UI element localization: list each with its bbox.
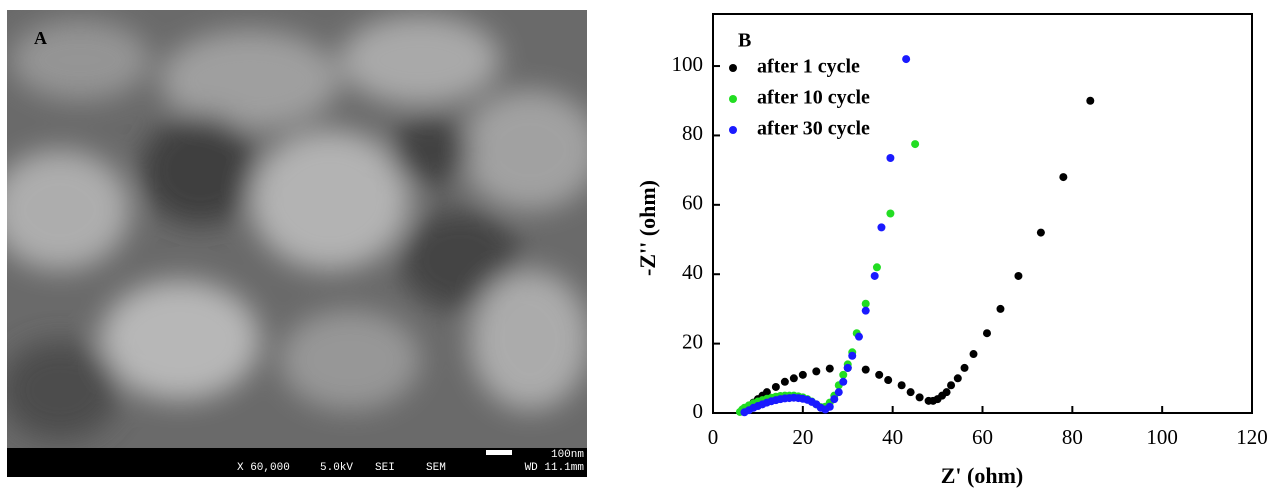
point [911,140,920,149]
y-tick-label: 0 [693,399,704,423]
y-axis-label: -Z'' (ohm) [635,180,660,276]
x-tick-label: 60 [972,425,993,449]
point [854,332,863,341]
point [861,365,870,374]
point [982,329,991,338]
x-tick-label: 80 [1062,425,1083,449]
point [789,374,798,383]
x-tick-label: 120 [1236,425,1268,449]
point [848,351,857,360]
scale-bar [486,450,512,455]
point [872,263,881,272]
point [1014,271,1023,280]
point [771,382,780,391]
point [780,377,789,386]
sem-info: 5.0kV [320,462,353,474]
point [812,367,821,376]
point [969,350,978,359]
legend-label: after 30 cycle [757,118,870,140]
point [870,271,879,280]
y-tick-label: 80 [682,121,703,145]
point [884,376,893,385]
point [996,304,1005,313]
point [906,388,915,397]
y-tick-label: 40 [682,260,703,284]
sem-info: X 60,000 [237,462,290,474]
point [886,153,895,162]
sem-image [7,10,587,448]
x-tick-label: 40 [882,425,903,449]
point [915,393,924,402]
point [1086,96,1095,105]
point [834,388,843,397]
point [830,395,839,404]
point [843,363,852,372]
point [798,370,807,379]
point [877,223,886,232]
point [1059,173,1068,182]
point [861,299,870,308]
legend-marker [729,64,737,72]
point [762,388,771,397]
y-tick-label: 100 [672,52,704,76]
point [960,363,969,372]
x-axis-label: Z' (ohm) [941,463,1024,488]
point [947,381,956,390]
scale-label: 100nm [551,449,584,461]
legend-marker [729,126,737,134]
panel-label: B [738,30,751,52]
point [825,364,834,373]
point [875,370,884,379]
x-tick-label: 100 [1146,425,1178,449]
point [886,209,895,218]
legend-label: after 1 cycle [757,56,860,78]
sem-info: WD 11.1mm [525,462,585,474]
y-tick-label: 20 [682,329,703,353]
point [861,306,870,315]
point [897,381,906,390]
y-tick-label: 60 [682,191,703,215]
panel-label: A [34,28,47,48]
point [839,377,848,386]
point [839,370,848,379]
x-tick-label: 20 [792,425,813,449]
point [902,55,911,64]
point [1036,228,1045,237]
x-tick-label: 0 [708,425,719,449]
point [825,402,834,411]
sem-info: SEM [426,462,446,474]
point [942,388,951,397]
sem-info: SEI [375,462,395,474]
point [953,374,962,383]
legend-marker [729,95,737,103]
legend-label: after 10 cycle [757,87,870,109]
